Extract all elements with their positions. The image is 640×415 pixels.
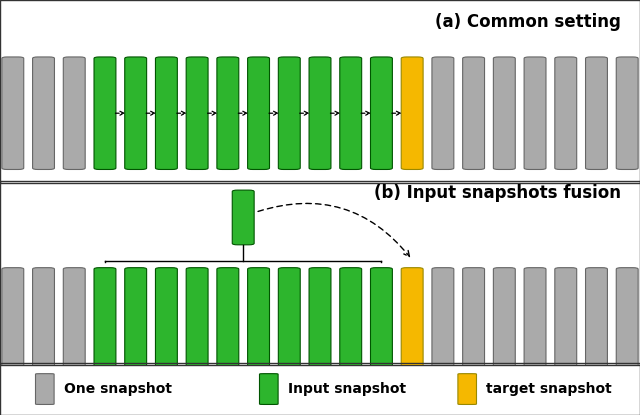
FancyBboxPatch shape <box>371 57 392 169</box>
FancyBboxPatch shape <box>156 57 177 169</box>
FancyBboxPatch shape <box>524 57 546 169</box>
FancyBboxPatch shape <box>125 57 147 169</box>
FancyBboxPatch shape <box>35 374 54 405</box>
FancyBboxPatch shape <box>524 268 546 381</box>
FancyBboxPatch shape <box>586 268 607 381</box>
FancyBboxPatch shape <box>278 268 300 381</box>
FancyBboxPatch shape <box>232 190 254 245</box>
FancyBboxPatch shape <box>63 57 85 169</box>
FancyBboxPatch shape <box>2 57 24 169</box>
FancyBboxPatch shape <box>94 268 116 381</box>
FancyBboxPatch shape <box>340 57 362 169</box>
FancyBboxPatch shape <box>248 268 269 381</box>
FancyBboxPatch shape <box>616 57 638 169</box>
FancyBboxPatch shape <box>33 57 54 169</box>
Text: (b) Input snapshots fusion: (b) Input snapshots fusion <box>374 184 621 202</box>
FancyBboxPatch shape <box>156 268 177 381</box>
FancyBboxPatch shape <box>493 57 515 169</box>
FancyBboxPatch shape <box>432 57 454 169</box>
FancyBboxPatch shape <box>217 268 239 381</box>
FancyBboxPatch shape <box>371 268 392 381</box>
FancyBboxPatch shape <box>186 57 208 169</box>
FancyBboxPatch shape <box>125 268 147 381</box>
FancyBboxPatch shape <box>217 57 239 169</box>
FancyBboxPatch shape <box>94 57 116 169</box>
FancyBboxPatch shape <box>586 57 607 169</box>
FancyBboxPatch shape <box>259 374 278 405</box>
FancyBboxPatch shape <box>278 57 300 169</box>
Text: target snapshot: target snapshot <box>486 382 612 396</box>
FancyBboxPatch shape <box>186 268 208 381</box>
FancyBboxPatch shape <box>401 57 423 169</box>
FancyBboxPatch shape <box>309 57 331 169</box>
Text: Input snapshot: Input snapshot <box>288 382 406 396</box>
FancyBboxPatch shape <box>616 268 638 381</box>
FancyBboxPatch shape <box>555 57 577 169</box>
FancyBboxPatch shape <box>340 268 362 381</box>
FancyBboxPatch shape <box>463 57 484 169</box>
FancyBboxPatch shape <box>458 374 477 405</box>
FancyBboxPatch shape <box>555 268 577 381</box>
FancyBboxPatch shape <box>63 268 85 381</box>
FancyBboxPatch shape <box>309 268 331 381</box>
FancyBboxPatch shape <box>493 268 515 381</box>
FancyBboxPatch shape <box>2 268 24 381</box>
FancyBboxPatch shape <box>248 57 269 169</box>
FancyBboxPatch shape <box>432 268 454 381</box>
Text: (a) Common setting: (a) Common setting <box>435 13 621 31</box>
Text: One snapshot: One snapshot <box>64 382 172 396</box>
FancyBboxPatch shape <box>463 268 484 381</box>
FancyBboxPatch shape <box>33 268 54 381</box>
FancyBboxPatch shape <box>401 268 423 381</box>
